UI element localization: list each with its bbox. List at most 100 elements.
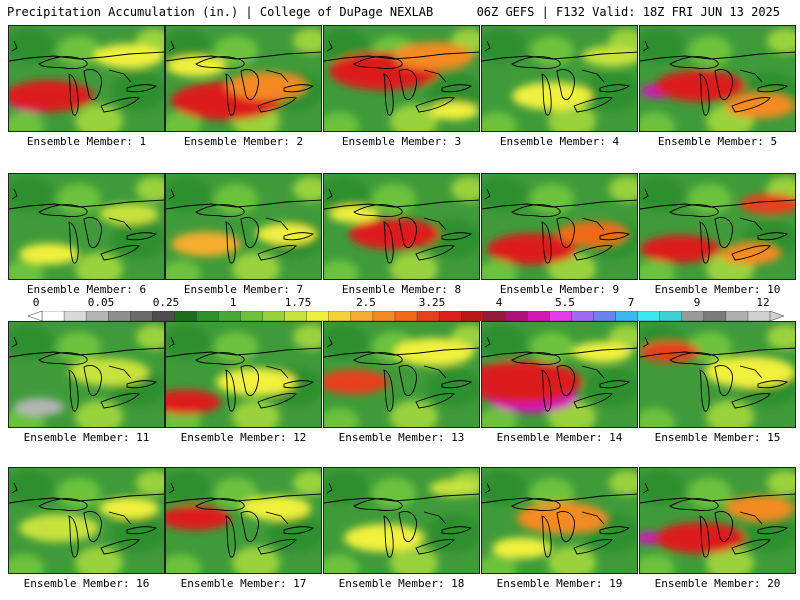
boundary-outline [38,498,88,511]
precip-contour [482,470,527,506]
boundary-outline [83,365,102,396]
boundary-outline [739,69,763,83]
precip-contour [372,183,416,215]
precip-contour [344,524,424,552]
boundary-outline [573,393,613,409]
colorbar-swatch [152,311,176,321]
boundary-outline [265,365,289,379]
boundary-outline [324,51,479,62]
colorbar-swatch [593,311,617,321]
precip-contour [324,369,389,395]
boundary-outline [415,393,455,409]
precip-contour [324,112,359,131]
boundary-outline [642,482,649,494]
precip-contour [171,231,241,257]
precip-contour [482,112,517,131]
precip-contour [530,331,574,363]
precip-contour [241,495,311,521]
colorbar-swatch [505,311,529,321]
valid-time-label: 06Z GEFS | F132 Valid: 18Z FRI JUN 13 20… [476,5,780,19]
precip-contour [214,477,258,509]
precip-contour [136,470,164,496]
boundary-outline [511,352,561,365]
precip-contour [324,176,369,212]
boundary-outline [168,336,175,348]
precip-contour [482,324,527,360]
boundary-outline [83,511,102,542]
precip-map [482,322,637,427]
colorbar-swatch [63,311,87,321]
ensemble-map-panel [165,25,322,132]
precip-map [640,174,795,279]
precip-contour [492,537,552,559]
boundary-outline [195,498,245,511]
boundary-outline [108,511,132,525]
ensemble-member-caption: Ensemble Member: 12 [180,431,307,444]
precip-contour [9,80,94,112]
boundary-outline [714,365,733,396]
precip-contour [725,93,795,119]
ensemble-map-panel [639,467,796,574]
boundary-outline [240,511,259,542]
precip-contour [9,176,54,212]
precip-contour [429,102,479,120]
ensemble-map-panel [323,25,480,132]
boundary-outline [11,336,18,348]
boundary-outline [225,73,236,116]
precip-contour [14,398,64,416]
boundary-outline [699,221,710,264]
precip-contour [324,408,359,427]
boundary-outline [11,40,18,52]
precip-contour [226,72,306,100]
boundary-outline [398,69,417,100]
precip-map [166,468,321,573]
precip-contour [584,367,637,407]
precip-contour [214,183,258,215]
boundary-outline [642,40,649,52]
precip-contour [640,112,675,131]
boundary-outline [757,380,789,389]
ensemble-member-caption: Ensemble Member: 2 [183,135,304,148]
boundary-outline [9,493,164,504]
colorbar-swatch [703,311,727,321]
boundary-outline [541,369,552,412]
ensemble-map-panel [323,467,480,574]
boundary-outline [642,188,649,200]
ensemble-member-caption: Ensemble Member: 15 [654,431,781,444]
boundary-outline [599,380,631,389]
precip-contour [482,361,582,403]
ensemble-map-panel [481,173,638,280]
colorbar-tick-label: 9 [693,296,701,309]
colorbar-swatch [85,311,109,321]
precip-contour [482,176,527,212]
boundary-outline [283,84,315,93]
precip-map [324,322,479,427]
boundary-outline [265,69,289,83]
boundary-outline [326,482,333,494]
precip-contour [324,554,359,573]
precip-contour [19,243,79,265]
colorbar-swatch [483,311,506,321]
precip-contour [688,331,732,363]
colorbar-swatch [284,311,308,321]
colorbar-swatch [394,311,418,321]
boundary-outline [757,232,789,241]
precip-map [482,26,637,131]
precip-contour [372,477,416,509]
boundary-outline [326,40,333,52]
colorbar-tick-label: 0.25 [152,296,180,309]
precip-contour [609,176,637,202]
colorbar-tick-label: 0 [32,296,40,309]
precip-contour [767,470,795,496]
precip-contour [324,260,359,279]
colorbar-swatch [262,311,286,321]
boundary-outline [9,199,164,210]
precip-map [640,322,795,427]
precip-contour [530,477,574,509]
boundary-outline [581,217,605,231]
precip-contour [640,28,685,64]
precip-contour [293,176,321,202]
precip-contour [426,71,479,111]
colorbar-swatch [196,311,220,321]
boundary-outline [168,40,175,52]
